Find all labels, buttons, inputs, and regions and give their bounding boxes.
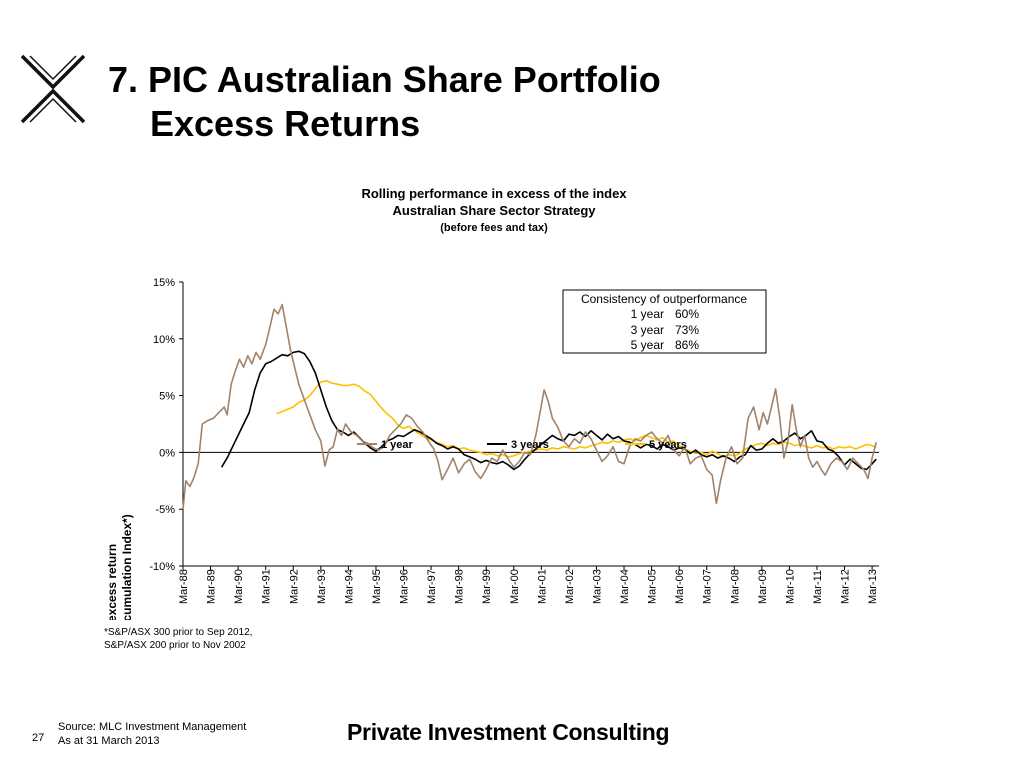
x-tick-label: Mar-05 [647, 569, 659, 604]
annotation-border [562, 289, 767, 354]
footnote-line1: *S&P/ASX 300 prior to Sep 2012, [104, 627, 253, 638]
x-tick-label: Mar-93 [316, 569, 328, 604]
annotation-row-2-value: 73% [675, 323, 699, 337]
x-tick-label: Mar-01 [536, 569, 548, 604]
x-tick-label: Mar-95 [371, 569, 383, 604]
chart-subtitle: Australian Share Sector Strategy [392, 203, 596, 218]
x-tick-label: Mar-00 [509, 569, 521, 604]
slide-title-line2: Excess Returns [150, 103, 421, 144]
x-tick-label: Mar-02 [564, 569, 576, 604]
legend-label-1-year: 1 year [381, 439, 414, 451]
x-tick-label: Mar-12 [840, 569, 852, 604]
x-cross-icon [20, 54, 86, 124]
y-axis-label-line1: Annualised excess return [105, 544, 119, 620]
y-axis-label-line2: (S&P/ASX 200 Accumulation Index*) [120, 514, 134, 620]
y-tick-label: 0% [159, 447, 175, 459]
axes: 15% 10% 5% 0% -5% -10%Mar-88 Mar-89 Mar-90 Mar-9… [149, 277, 879, 604]
x-tick-label: Mar-03 [591, 569, 603, 604]
annotation-row-1-value: 60% [675, 307, 699, 321]
consistency-annotation-box: Consistency of outperformance 1 year 60%… [562, 289, 767, 354]
slide-title: 7. PIC Australian Share Portfolio Excess… [108, 58, 661, 146]
x-tick-label: Mar-89 [206, 569, 218, 604]
x-tick-label: Mar-88 [178, 569, 190, 604]
page-number: 27 [32, 732, 45, 744]
x-tick-label: Mar-94 [343, 569, 355, 604]
x-tick-label: Mar-91 [261, 569, 273, 604]
y-tick-label: 10% [153, 334, 175, 346]
chart-subtitle-2: (before fees and tax) [440, 222, 548, 234]
x-tick-label: Mar-04 [619, 569, 631, 604]
x-tick-label: Mar-90 [233, 569, 245, 604]
x-tick-label: Mar-98 [454, 569, 466, 604]
x-tick-label: Mar-13 [867, 569, 879, 604]
slide-title-line1: 7. PIC Australian Share Portfolio [108, 59, 661, 100]
series-line-5-years [276, 380, 877, 458]
annotation-title: Consistency of outperformance [581, 292, 747, 306]
excess-returns-chart: Rolling performance in excess of the ind… [105, 186, 879, 620]
legend-label-5-years: 5 years [649, 439, 687, 451]
source-note: Source: MLC Investment Management As at … [58, 720, 246, 748]
annotation-row-3-value: 86% [675, 338, 699, 352]
x-tick-label: Mar-96 [399, 569, 411, 604]
annotation-row-2-period: 3 year [631, 323, 664, 337]
x-tick-label: Mar-08 [729, 569, 741, 604]
series-line-1-year [182, 303, 877, 510]
legend-label-3-years: 3 years [511, 439, 549, 451]
x-tick-label: Mar-10 [784, 569, 796, 604]
x-tick-label: Mar-07 [702, 569, 714, 604]
x-tick-label: Mar-09 [757, 569, 769, 604]
footnote: *S&P/ASX 300 prior to Sep 2012, S&P/ASX … [104, 626, 252, 652]
annotation-row-1-period: 1 year [631, 307, 664, 321]
footnote-line2: S&P/ASX 200 prior to Nov 2002 [104, 640, 246, 651]
series-line-3-years [220, 350, 877, 471]
y-tick-label: -10% [149, 561, 175, 573]
x-tick-label: Mar-99 [481, 569, 493, 604]
x-tick-label: Mar-06 [674, 569, 686, 604]
chart-title: Rolling performance in excess of the ind… [361, 186, 627, 201]
source-line1: Source: MLC Investment Management [58, 721, 247, 733]
x-tick-label: Mar-92 [288, 569, 300, 604]
x-tick-label: Mar-97 [426, 569, 438, 604]
x-tick-label: Mar-11 [812, 570, 824, 604]
y-tick-label: 5% [159, 391, 175, 403]
y-tick-label: -5% [155, 504, 175, 516]
legend: 1 year 3 years 5 years [357, 439, 687, 451]
brand-wordmark: Private Investment Consulting [347, 719, 670, 745]
y-tick-label: 15% [153, 277, 175, 289]
annotation-row-3-period: 5 year [631, 338, 664, 352]
source-line2: As at 31 March 2013 [58, 735, 160, 747]
series-layer [182, 303, 877, 510]
